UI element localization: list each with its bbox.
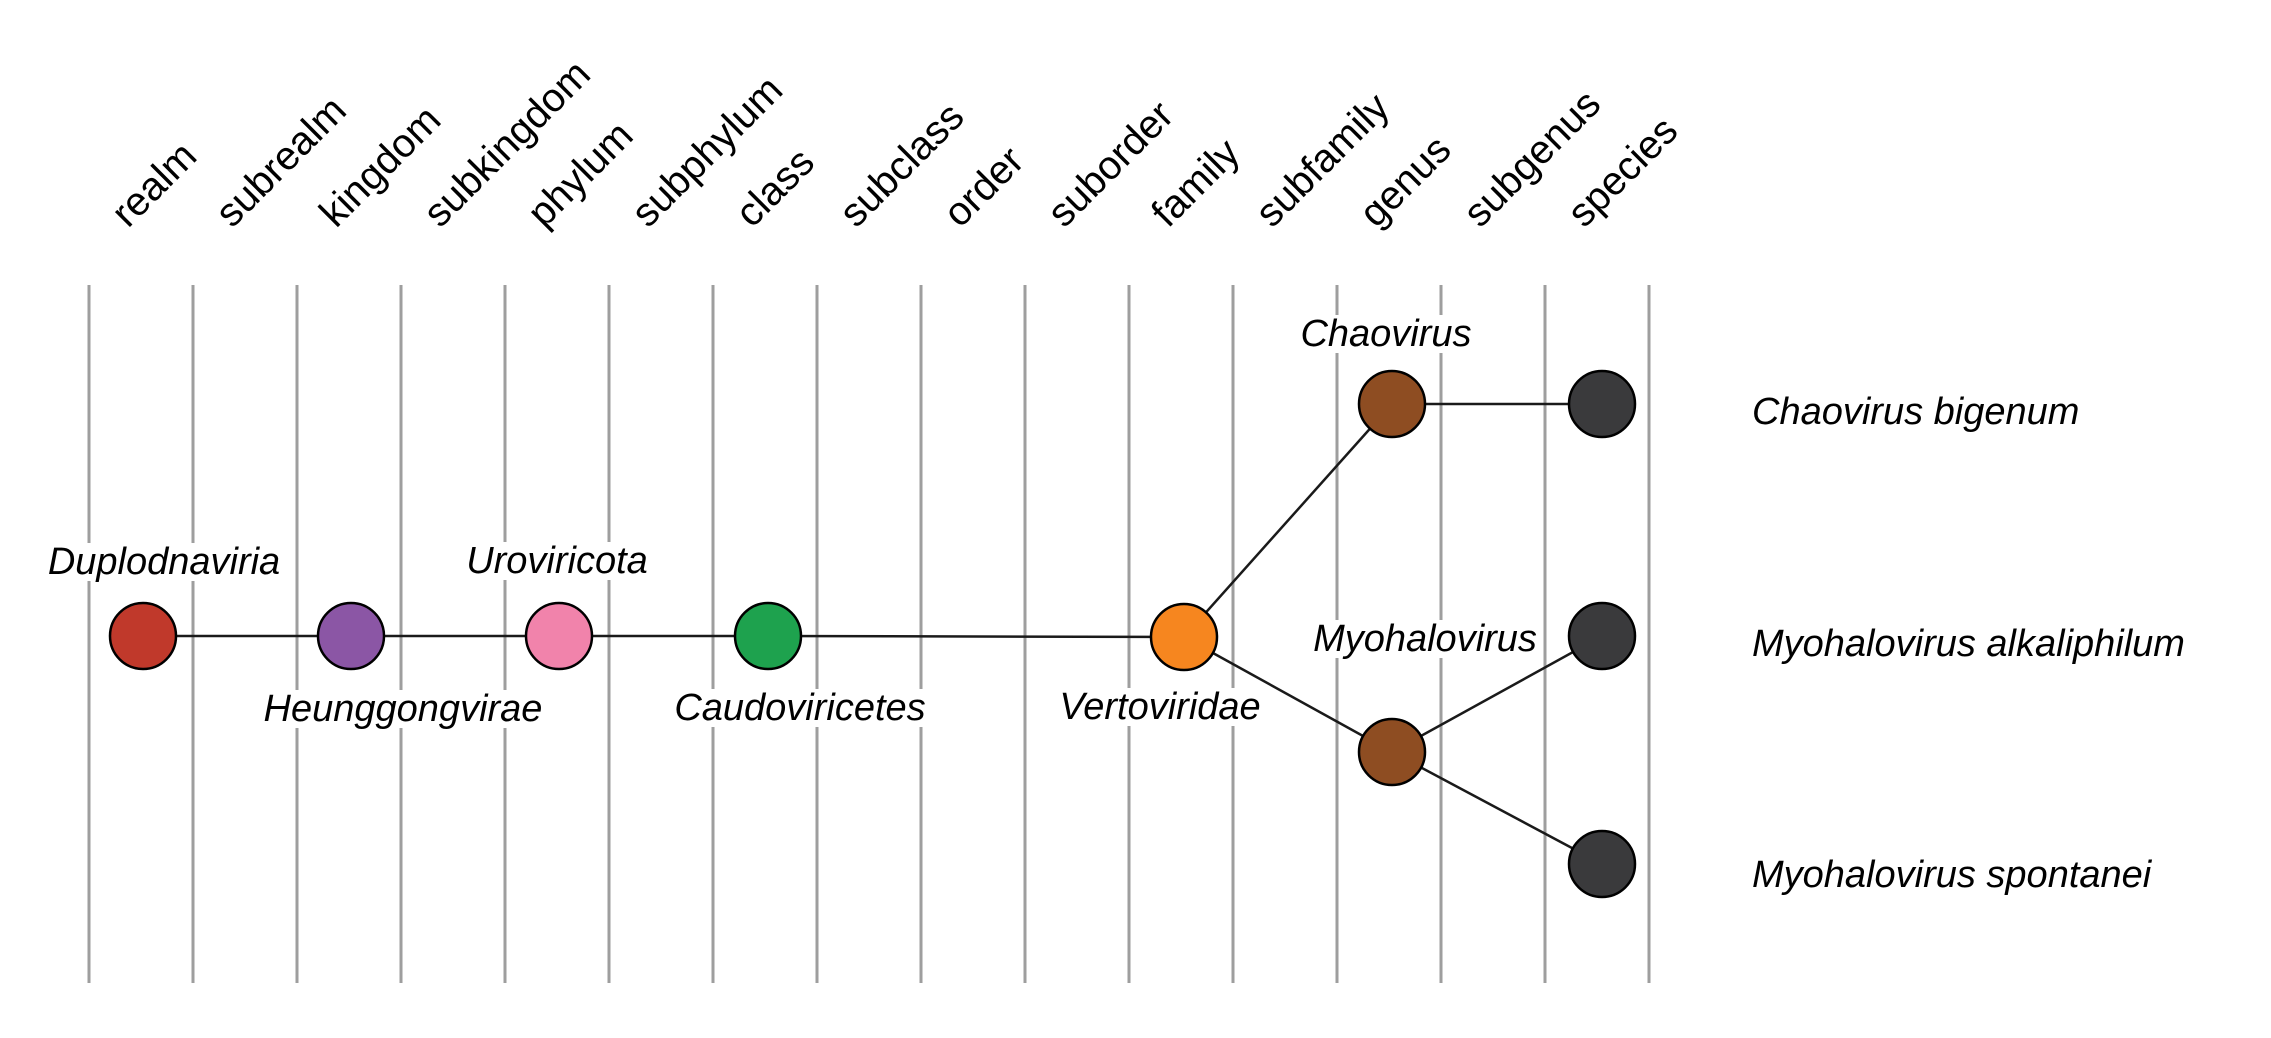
taxon-label-uroviricota: Uroviricota bbox=[461, 542, 653, 580]
taxon-label-duplodnaviria: Duplodnaviria bbox=[42, 543, 286, 581]
taxon-label-caudoviricetes: Caudoviricetes bbox=[669, 689, 931, 727]
taxon-label-vertoviridae: Vertoviridae bbox=[1054, 688, 1266, 726]
species-label-chaovirus-bigenum: Chaovirus bigenum bbox=[1752, 391, 2080, 433]
taxon-label-heunggongvirae: Heunggongvirae bbox=[258, 690, 548, 728]
species-label-myohalovirus-spontanei: Myohalovirus spontanei bbox=[1752, 854, 2152, 896]
taxon-label-chaovirus: Chaovirus bbox=[1295, 315, 1477, 353]
species-label-myohalovirus-alkaliphilum: Myohalovirus alkaliphilum bbox=[1752, 623, 2185, 665]
taxon-label-myohalovirus: Myohalovirus bbox=[1308, 620, 1542, 658]
